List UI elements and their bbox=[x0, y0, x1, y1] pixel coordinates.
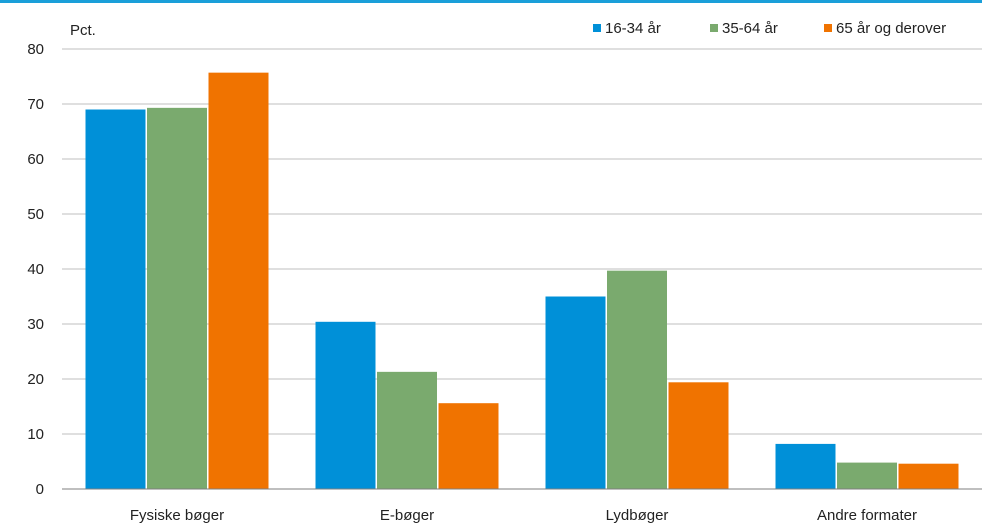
bars bbox=[85, 72, 959, 490]
bar bbox=[837, 462, 897, 489]
category-label: Fysiske bøger bbox=[130, 507, 224, 524]
legend-swatch bbox=[710, 24, 718, 32]
y-tick-label: 0 bbox=[36, 481, 44, 498]
legend: 16-34 år 35-64 år 65 år og derover bbox=[593, 20, 946, 37]
bar bbox=[607, 270, 667, 489]
legend-swatch bbox=[593, 24, 601, 32]
bar bbox=[208, 72, 269, 490]
bar bbox=[668, 382, 729, 489]
bar bbox=[377, 371, 437, 489]
y-tick-label: 10 bbox=[27, 426, 44, 443]
bar bbox=[775, 443, 836, 489]
legend-swatch bbox=[824, 24, 832, 32]
y-axis-unit-label: Pct. bbox=[70, 22, 96, 39]
category-label: Andre formater bbox=[817, 507, 917, 524]
bar bbox=[898, 463, 959, 489]
bar bbox=[147, 107, 207, 489]
y-tick-label: 60 bbox=[27, 151, 44, 168]
y-tick-label: 40 bbox=[27, 261, 44, 278]
bar bbox=[315, 321, 376, 489]
category-labels: Fysiske bøger E-bøger Lydbøger Andre format… bbox=[130, 507, 917, 524]
y-tick-label: 70 bbox=[27, 96, 44, 113]
legend-label: 16-34 år bbox=[605, 20, 661, 37]
bar bbox=[85, 109, 146, 489]
category-label: E-bøger bbox=[380, 507, 434, 524]
legend-label: 35-64 år bbox=[722, 20, 778, 37]
category-label: Lydbøger bbox=[606, 507, 669, 524]
legend-label: 65 år og derover bbox=[836, 20, 946, 37]
bar bbox=[545, 296, 606, 489]
y-tick-label: 20 bbox=[27, 371, 44, 388]
y-tick-label: 30 bbox=[27, 316, 44, 333]
y-tick-labels: 0 10 20 30 40 50 60 70 80 bbox=[27, 41, 44, 498]
y-tick-label: 50 bbox=[27, 206, 44, 223]
y-tick-label: 80 bbox=[27, 41, 44, 58]
bar bbox=[438, 403, 499, 489]
